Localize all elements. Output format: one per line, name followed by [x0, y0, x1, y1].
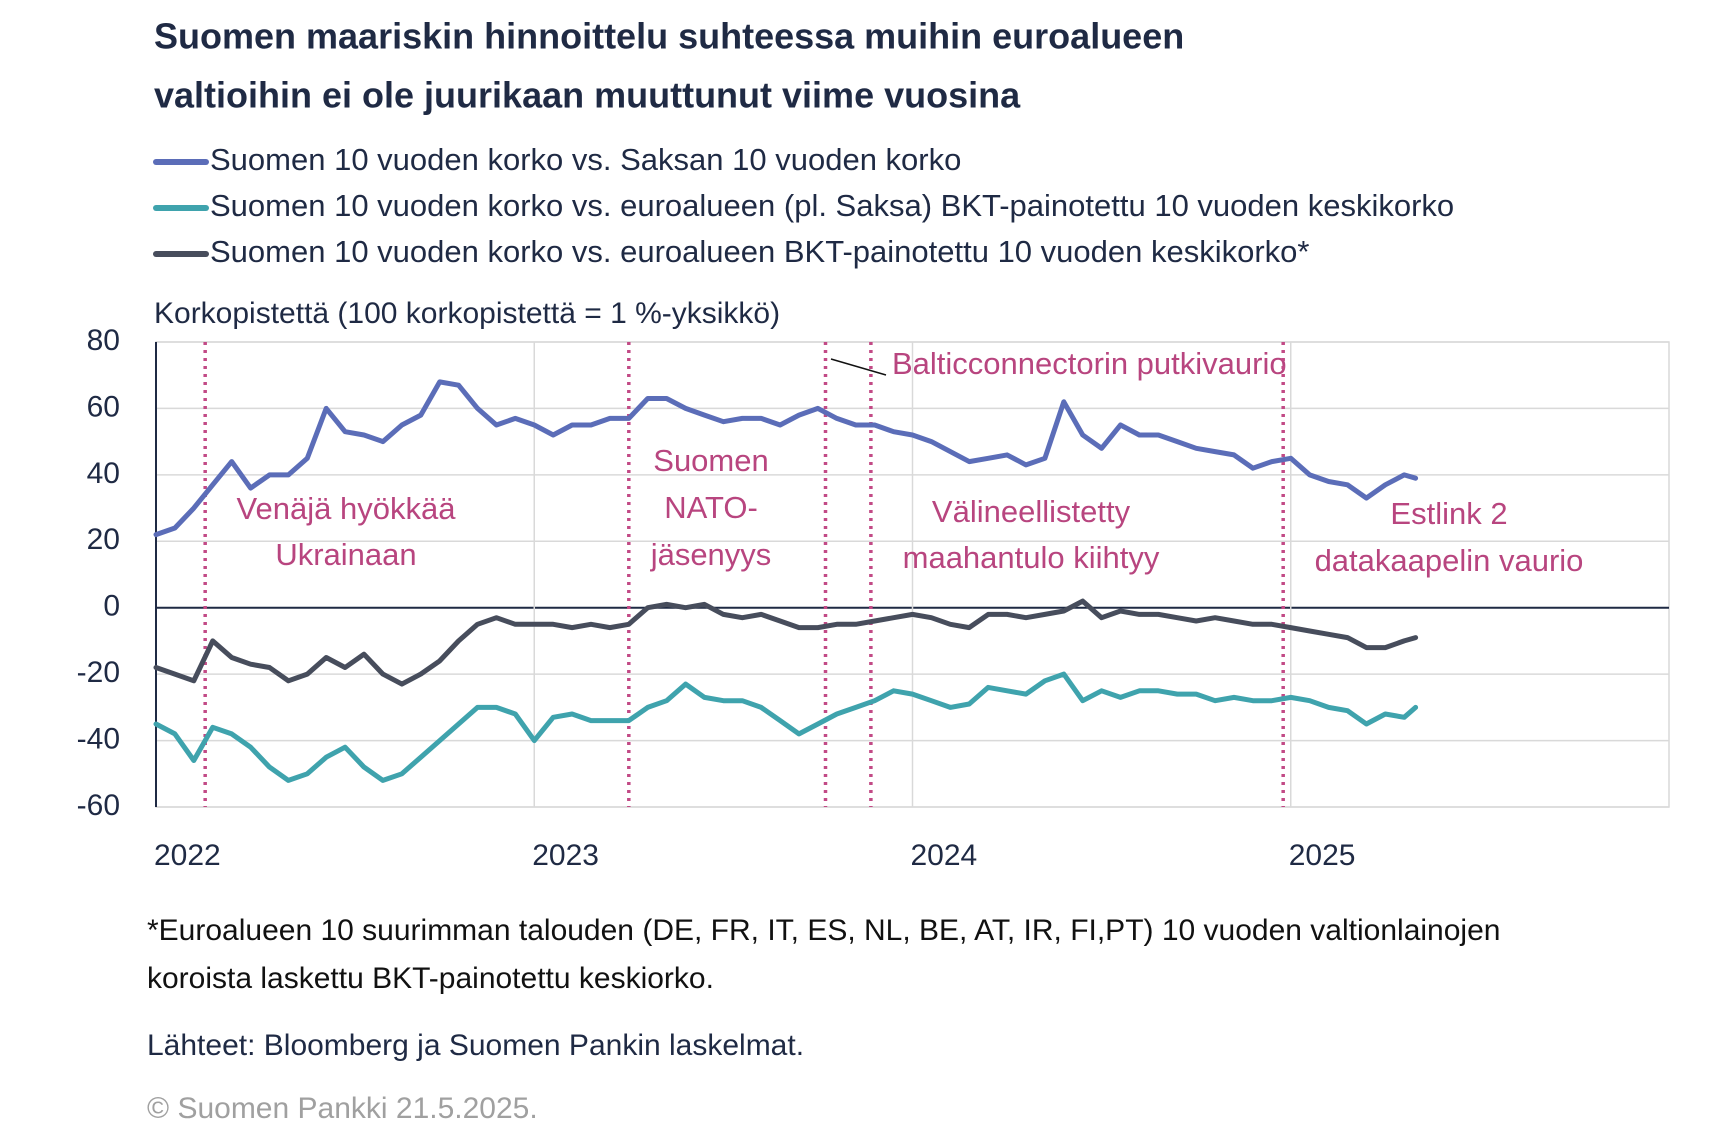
event-label: Suomen — [653, 443, 768, 478]
x-tick-label: 2024 — [911, 839, 978, 872]
legend-label: Suomen 10 vuoden korko vs. euroalueen BK… — [210, 234, 1309, 269]
chart-title: valtioihin ei ole juurikaan muuttunut vi… — [154, 75, 1021, 116]
y-tick-label: -40 — [77, 722, 120, 755]
chart-title: Suomen maariskin hinnoittelu suhteessa m… — [154, 16, 1184, 57]
note: *Euroalueen 10 suurimman talouden (DE, F… — [147, 914, 1500, 947]
y-axis-label: Korkopistettä (100 korkopistettä = 1 %-y… — [154, 297, 780, 330]
event-label: Ukrainaan — [275, 537, 416, 572]
y-tick-label: 20 — [87, 523, 120, 556]
leader-line — [830, 358, 887, 376]
event-label: maahantulo kiihtyy — [903, 540, 1160, 575]
series-line — [153, 598, 1419, 687]
event-label: jäsenyys — [650, 537, 772, 572]
x-tick-label: 2025 — [1289, 839, 1356, 872]
y-tick-label: 40 — [87, 457, 120, 490]
series-line — [153, 379, 1419, 538]
x-tick-label: 2022 — [154, 839, 221, 872]
source: Lähteet: Bloomberg ja Suomen Pankin lask… — [147, 1029, 804, 1062]
y-tick-label: 0 — [103, 590, 120, 623]
note: koroista laskettu BKT-painotettu keskior… — [147, 962, 714, 995]
y-tick-label: 60 — [87, 390, 120, 423]
x-tick-label: 2023 — [532, 839, 599, 872]
copyright: © Suomen Pankki 21.5.2025. — [147, 1092, 538, 1125]
event-label: Välineellistetty — [932, 494, 1131, 529]
legend-label: Suomen 10 vuoden korko vs. euroalueen (p… — [210, 188, 1454, 223]
legend-label: Suomen 10 vuoden korko vs. Saksan 10 vuo… — [210, 142, 961, 177]
event-label: datakaapelin vaurio — [1315, 543, 1584, 578]
y-tick-label: -20 — [77, 656, 120, 689]
y-tick-label: 80 — [87, 324, 120, 357]
event-label: Estlink 2 — [1390, 496, 1507, 531]
event-label: Balticconnectorin putkivaurio — [892, 346, 1287, 381]
event-label: NATO- — [664, 490, 758, 525]
event-label: Venäjä hyökkää — [237, 491, 457, 526]
series-line — [153, 671, 1419, 783]
y-tick-label: -60 — [77, 789, 120, 822]
